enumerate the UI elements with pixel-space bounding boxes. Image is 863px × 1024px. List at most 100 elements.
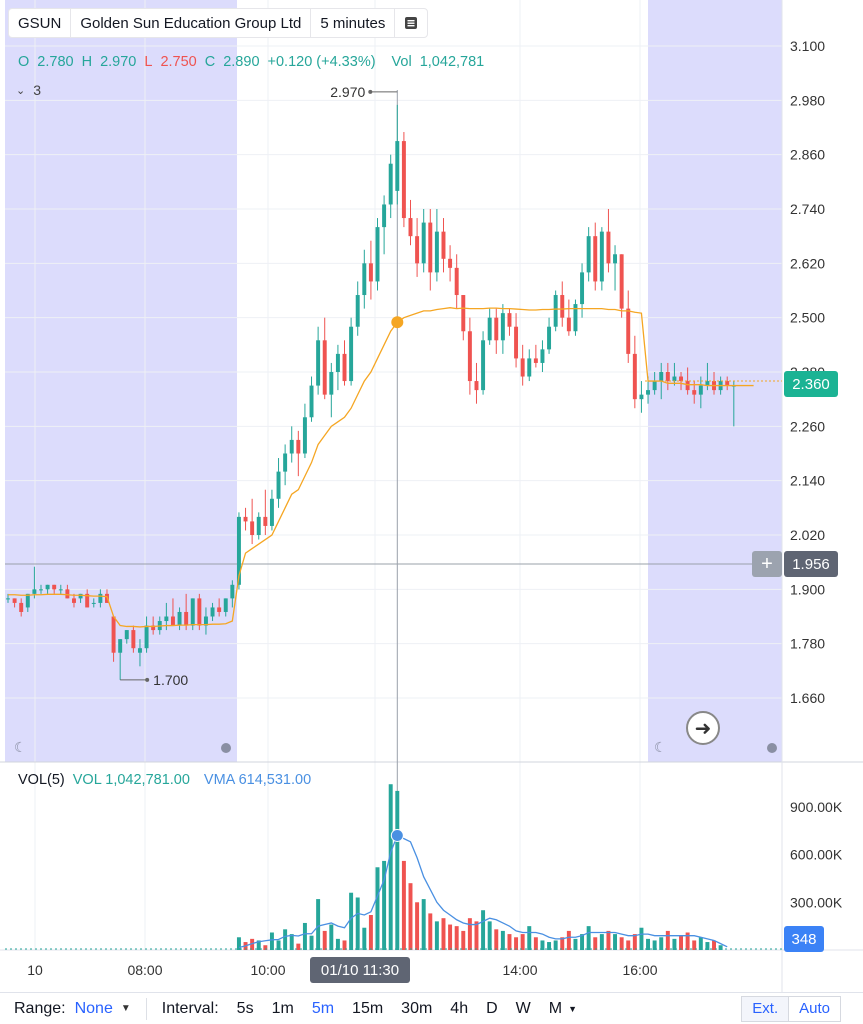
open-label: O	[18, 54, 30, 70]
caret-down-icon[interactable]: ▼	[120, 1003, 131, 1014]
candle-body	[382, 204, 387, 228]
price-tick-label: 2.860	[790, 147, 825, 163]
price-tick-label: 2.980	[790, 92, 825, 108]
volume-bar	[606, 930, 611, 950]
interval-option[interactable]: 5s	[236, 999, 254, 1017]
ticker-symbol[interactable]: GSUN	[9, 9, 72, 37]
indicator-collapse[interactable]: ⌄ 3	[16, 82, 41, 98]
volume-bar	[289, 934, 294, 950]
volume-bar	[712, 940, 716, 950]
candle-body	[692, 390, 697, 395]
volume-bar	[520, 934, 525, 950]
vma-crosshair-dot	[390, 828, 404, 842]
interval-option[interactable]: M ▼	[548, 999, 578, 1017]
volume-study-label[interactable]: VOL(5)	[18, 772, 65, 788]
candle-body	[586, 236, 591, 273]
volume-bar	[659, 937, 664, 950]
candle-body	[467, 331, 472, 382]
scroll-to-realtime-button[interactable]: ➜	[686, 711, 720, 745]
range-select[interactable]: None ▼	[75, 993, 140, 1024]
interval-option[interactable]: 15m	[352, 999, 384, 1017]
price-tick-label: 2.500	[790, 310, 825, 326]
volume-bar	[368, 915, 373, 950]
volume-bar	[302, 922, 307, 950]
interval-option[interactable]: 1m	[271, 999, 294, 1017]
ext-hours-button[interactable]: Ext.	[741, 995, 790, 1022]
volume-bar	[421, 899, 426, 950]
volume-bar	[487, 921, 492, 950]
price-chart[interactable]: 3.1002.9802.8602.7402.6202.5002.3802.260…	[0, 0, 863, 992]
candle-body	[197, 598, 202, 626]
candle-body	[52, 584, 57, 590]
interval-option[interactable]: 4h	[450, 999, 469, 1017]
candle-body	[118, 639, 123, 653]
volume-bar	[283, 929, 288, 950]
candle-body	[487, 317, 492, 341]
volume-bar	[652, 940, 657, 950]
candle-body	[203, 616, 208, 626]
volume-tick-label: 600.00K	[790, 847, 843, 863]
candle-body	[507, 313, 512, 327]
interval-option[interactable]: 30m	[401, 999, 433, 1017]
candle-body	[500, 313, 505, 341]
volume-bar	[698, 937, 703, 950]
range-value[interactable]: None	[74, 999, 113, 1017]
candle-body	[289, 439, 294, 454]
volume-bar	[580, 934, 585, 950]
candle-body	[448, 258, 453, 268]
interval-option[interactable]: W	[515, 999, 531, 1017]
volume-bar	[296, 943, 301, 950]
premarket-shade	[5, 0, 237, 762]
candle-body	[25, 593, 30, 608]
candle-body	[725, 381, 730, 386]
price-tick-label: 2.260	[790, 418, 825, 434]
candle-body	[190, 598, 195, 626]
volume-value: VOL 1,042,781.00	[72, 772, 190, 788]
volume-bar	[599, 934, 604, 950]
volume-bar	[454, 926, 459, 950]
candle-body	[58, 589, 63, 591]
volume-bar	[316, 899, 321, 950]
candle-body	[679, 376, 684, 382]
candle-body	[322, 340, 327, 395]
time-tick-label: 14:00	[502, 962, 537, 978]
change-value: +0.120 (+4.33%)	[267, 54, 376, 70]
volume-bar	[408, 883, 413, 950]
price-tick-label: 2.020	[790, 527, 825, 543]
caret-down-icon[interactable]: ▼	[568, 1003, 578, 1014]
auto-scale-button[interactable]: Auto	[789, 995, 841, 1022]
candle-body	[362, 263, 367, 296]
candle-body	[296, 439, 301, 454]
symbol-header[interactable]: GSUN Golden Sun Education Group Ltd 5 mi…	[8, 8, 429, 38]
chevron-down-icon[interactable]: ⌄	[16, 84, 26, 97]
crosshair-add-button[interactable]: +	[752, 551, 782, 577]
candle-body	[395, 141, 400, 191]
candle-body	[540, 349, 545, 363]
candle-body	[632, 353, 637, 400]
high-label: H	[81, 54, 93, 70]
candle-body	[461, 295, 466, 332]
candle-body	[151, 625, 156, 631]
candle-body	[388, 163, 393, 205]
candle-body	[124, 630, 129, 640]
candle-body	[263, 516, 268, 526]
menu-icon[interactable]	[395, 9, 427, 37]
volume-bar	[329, 924, 334, 950]
candle-body	[131, 630, 136, 649]
candle-body	[355, 295, 360, 327]
interval-option[interactable]: 5m	[311, 999, 335, 1017]
candle-body	[705, 381, 710, 386]
volume-bar	[547, 942, 552, 950]
interval-option[interactable]: D	[486, 999, 498, 1017]
volume-bar	[263, 945, 268, 950]
interval-label[interactable]: 5 minutes	[311, 9, 396, 37]
crosshair-time-tag: 01/10 11:30	[310, 957, 410, 983]
candle-body	[230, 584, 235, 599]
candle-body	[566, 317, 571, 332]
candle-body	[170, 616, 175, 626]
candle-body	[652, 381, 657, 391]
close-value: 2.890	[223, 54, 260, 70]
volume-bar	[507, 934, 512, 950]
candle-body	[72, 598, 76, 603]
